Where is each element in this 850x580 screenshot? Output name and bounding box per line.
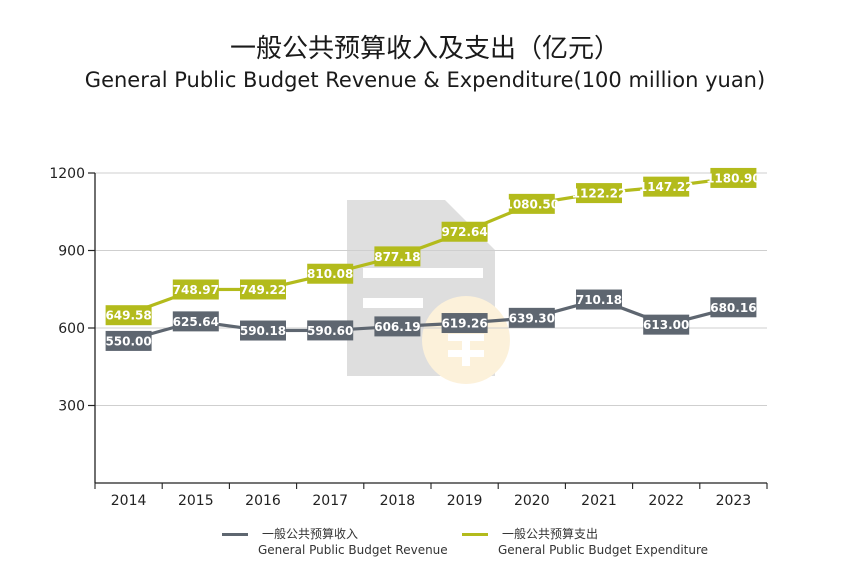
y-tick-label: 900 — [58, 244, 85, 260]
expenditure-label-box — [710, 167, 757, 188]
x-tick-label: 2016 — [245, 493, 281, 509]
y-tick-label: 1200 — [49, 166, 85, 182]
y-tick-label: 600 — [58, 321, 85, 337]
x-tick-label: 2021 — [581, 493, 617, 509]
revenue-data-label: 680.16 — [710, 301, 756, 315]
y-tick-label: 300 — [58, 399, 85, 415]
revenue-label-box — [105, 330, 152, 351]
legend-expenditure-label-cn: 一般公共预算支出 — [502, 527, 599, 541]
expenditure-label-box — [643, 176, 690, 197]
legend-expenditure-swatch — [462, 533, 488, 536]
expenditure-data-label: 1080.50 — [504, 197, 559, 211]
revenue-label-box — [710, 297, 757, 318]
revenue-data-label: 639.30 — [509, 311, 555, 325]
revenue-label-box — [307, 320, 354, 341]
x-tick-label: 2018 — [380, 493, 416, 509]
revenue-label-box — [374, 316, 421, 337]
revenue-label-box — [441, 313, 488, 334]
expenditure-label-box — [441, 221, 488, 242]
expenditure-label-box — [576, 183, 622, 204]
expenditure-data-label: 1147.22 — [639, 180, 694, 194]
legend-revenue-label-cn: 一般公共预算收入 — [262, 527, 359, 541]
revenue-label-box — [643, 314, 690, 335]
revenue-label-box — [172, 311, 219, 332]
expenditure-data-label: 1180.90 — [706, 171, 761, 185]
revenue-data-label: 606.19 — [374, 320, 420, 334]
revenue-data-label: 625.64 — [173, 315, 219, 329]
expenditure-label-box — [374, 246, 421, 267]
expenditure-data-label: 749.22 — [240, 283, 286, 297]
revenue-data-label: 590.18 — [240, 324, 286, 338]
x-tick-label: 2014 — [111, 493, 147, 509]
revenue-data-label: 550.00 — [105, 334, 151, 348]
revenue-data-label: 710.18 — [576, 293, 622, 307]
x-tick-label: 2022 — [648, 493, 684, 509]
expenditure-label-box — [508, 193, 555, 214]
chart-title-en: General Public Budget Revenue & Expendit… — [84, 68, 766, 92]
x-tick-label: 2023 — [716, 493, 752, 509]
legend-revenue-label-en: General Public Budget Revenue — [258, 543, 448, 557]
revenue-label-box — [508, 307, 555, 328]
revenue-label-box — [576, 289, 622, 310]
legend-revenue-swatch — [222, 533, 248, 536]
expenditure-label-box — [172, 279, 219, 300]
revenue-data-label: 619.26 — [441, 317, 487, 331]
expenditure-label-box — [307, 263, 354, 284]
x-tick-label: 2017 — [312, 493, 348, 509]
expenditure-line — [124, 176, 734, 317]
legend-expenditure-label-en: General Public Budget Expenditure — [498, 543, 709, 557]
expenditure-data-label: 649.58 — [105, 309, 151, 323]
revenue-label-box — [240, 320, 286, 341]
expenditure-label-box — [105, 305, 152, 326]
x-tick-label: 2015 — [178, 493, 214, 509]
expenditure-data-label: 748.97 — [173, 283, 219, 297]
revenue-line — [124, 297, 734, 343]
revenue-data-label: 613.00 — [643, 318, 689, 332]
expenditure-data-label: 810.08 — [307, 267, 353, 281]
x-tick-label: 2019 — [447, 493, 483, 509]
chart-title-cn: 一般公共预算收入及支出（亿元） — [229, 34, 620, 64]
revenue-data-label: 590.60 — [307, 324, 353, 338]
expenditure-label-box — [240, 279, 286, 300]
expenditure-data-label: 1122.22 — [572, 187, 627, 201]
x-tick-label: 2020 — [514, 493, 550, 509]
expenditure-data-label: 972.64 — [441, 225, 487, 239]
expenditure-data-label: 877.18 — [374, 250, 420, 264]
